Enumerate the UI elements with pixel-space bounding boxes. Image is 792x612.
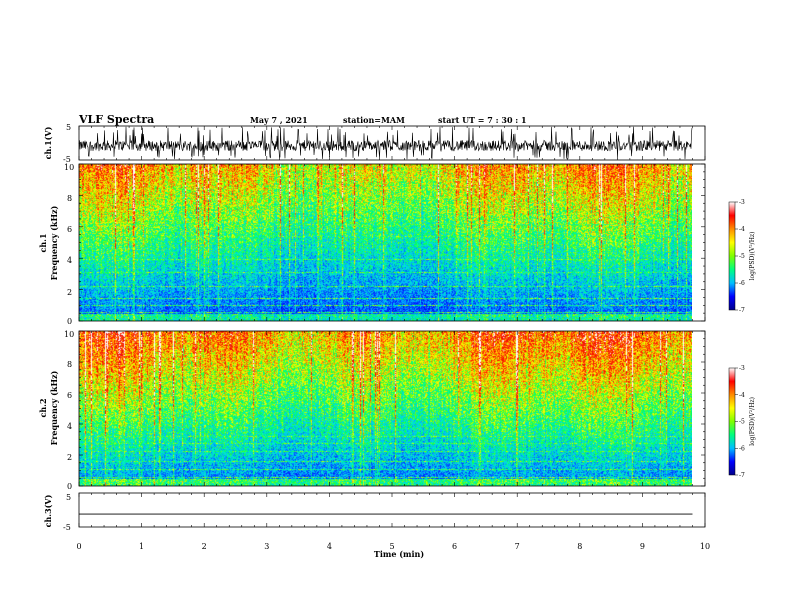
- ch3-ytick-bottom: -5: [63, 523, 71, 532]
- ch1-ytick-labels: 0 2 4 6 8 10: [64, 163, 74, 326]
- time-tick-label: 0: [76, 542, 81, 551]
- ch3-waveform-panel: 5 -5 ch.3(V): [43, 492, 706, 532]
- time-tick-label: 2: [202, 542, 207, 551]
- ch3-waveform-ticks: [78, 493, 706, 527]
- time-tick-label: 5: [389, 542, 394, 551]
- ch1-freq-tick: 10: [64, 163, 74, 172]
- ch2-freq-tick: 8: [67, 360, 72, 369]
- time-tick-label: 9: [640, 542, 645, 551]
- colorbar-gradient: [728, 367, 736, 476]
- ch3-waveform-ylabel: ch.3(V): [43, 494, 53, 527]
- ch3-waveform-frame: [78, 492, 706, 528]
- ch1-ytick-bottom: -5: [63, 155, 71, 164]
- colorbar-tick-label: -4: [739, 226, 745, 233]
- time-axis-tick-labels: 0 1 2 3 4 5 6 7 8 9 10: [76, 542, 710, 551]
- time-tick-label: 7: [515, 542, 520, 551]
- colorbar-tick-label: -3: [739, 199, 745, 206]
- ch1-waveform-trace: [78, 126, 693, 160]
- ch1-waveform-ticks: [78, 126, 706, 160]
- ch1-spectrogram-image: [79, 164, 692, 321]
- ch2-freq-tick: 2: [67, 453, 72, 462]
- ch1-waveform-ylabel: ch.1(V): [43, 126, 53, 159]
- ch1-waveform-panel: 5 -5 ch.1(V): [43, 123, 706, 164]
- ch1-spectrogram-panel: 0 2 4 6 8 10 ch.1 Frequency (kHz): [38, 163, 706, 326]
- figure-header: VLF Spectra May 7 , 2021 station=MAM sta…: [78, 113, 527, 126]
- time-axis-label: Time (min): [374, 549, 424, 559]
- ch1-colorbar: -3 -4 -5 -6 -7 log(PSD)(V²/Hz): [728, 199, 756, 314]
- station-label: station=MAM: [343, 115, 405, 125]
- ch3-ytick-top: 5: [66, 493, 71, 502]
- time-tick-label: 6: [452, 542, 457, 551]
- ch1-freq-tick: 6: [67, 225, 72, 234]
- colorbar-tick-label: -6: [739, 445, 745, 452]
- colorbar-tick-label: -7: [739, 472, 745, 479]
- ch1-spectrogram-ylabel-channel: ch.1: [38, 233, 48, 252]
- time-tick-label: 4: [327, 542, 332, 551]
- ch2-spectrogram-ylabel-frequency: Frequency (kHz): [49, 370, 59, 445]
- ch2-ytick-labels: 0 2 4 6 8 10: [64, 330, 74, 491]
- ch2-spectrogram-image: [79, 331, 692, 486]
- figure-title: VLF Spectra: [78, 113, 154, 126]
- ch2-freq-tick: 4: [67, 422, 72, 431]
- colorbar-label: log(PSD)(V²/Hz): [749, 232, 756, 281]
- colorbar-tick-label: -6: [739, 280, 745, 287]
- ch2-spectrogram-panel: 0 2 4 6 8 10 ch.2 Frequency (kHz): [38, 330, 706, 491]
- colorbar-tick-label: -3: [739, 365, 745, 372]
- time-tick-label: 1: [139, 542, 144, 551]
- ch1-freq-tick: 2: [67, 288, 72, 297]
- date-label: May 7 , 2021: [250, 115, 308, 125]
- colorbar-tick-label: -5: [739, 253, 745, 260]
- ch2-colorbar: -3 -4 -5 -6 -7 log(PSD)(V²/Hz): [728, 365, 756, 479]
- ch1-ytick-top: 5: [66, 123, 71, 132]
- colorbar-gradient: [728, 201, 736, 311]
- ch1-spectrogram-ticks: [78, 163, 706, 322]
- time-tick-label: 10: [700, 542, 710, 551]
- ch1-freq-tick: 4: [67, 256, 72, 265]
- start-time-label: start UT = 7 : 30 : 1: [438, 115, 527, 125]
- ch1-spectrogram-ylabel-frequency: Frequency (kHz): [49, 205, 59, 280]
- colorbar-label: log(PSD)(V²/Hz): [749, 397, 756, 446]
- ch2-freq-tick: 10: [64, 330, 74, 339]
- ch2-spectrogram-ticks: [78, 330, 706, 487]
- ch1-freq-tick: 8: [67, 194, 72, 203]
- ch1-freq-tick: 0: [67, 317, 72, 326]
- ch2-freq-tick: 0: [67, 482, 72, 491]
- time-tick-label: 8: [577, 542, 582, 551]
- ch2-freq-tick: 6: [67, 391, 72, 400]
- colorbar-tick-label: -4: [739, 392, 745, 399]
- ch2-spectrogram-ylabel-channel: ch.2: [38, 398, 48, 417]
- colorbar-tick-label: -7: [739, 307, 745, 314]
- colorbar-tick-label: -5: [739, 419, 745, 426]
- time-tick-label: 3: [264, 542, 269, 551]
